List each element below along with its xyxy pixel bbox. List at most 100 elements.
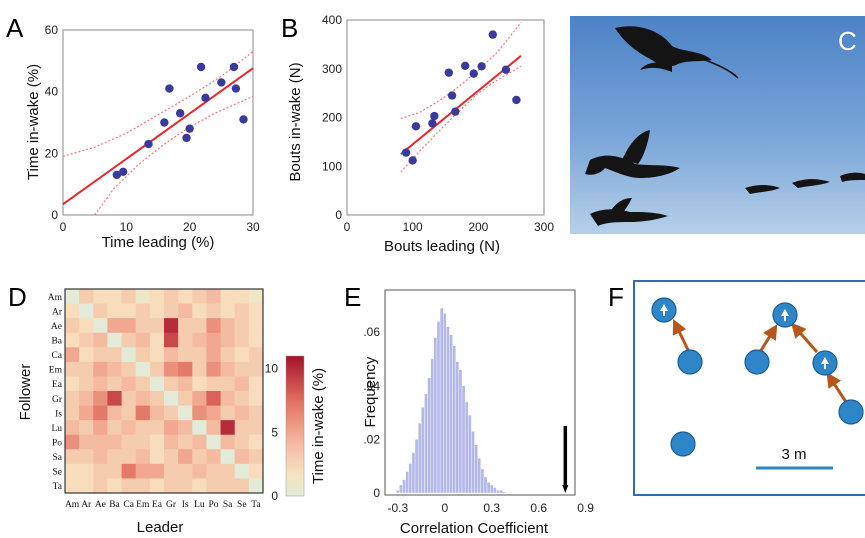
- panel-letter-f: F: [608, 282, 624, 312]
- heatmap-cell: [93, 332, 108, 348]
- heatmap-cell: [206, 420, 221, 436]
- heatmap-cell: [121, 434, 137, 450]
- heatmap-cell: [192, 420, 207, 436]
- heatmap-cell: [220, 347, 236, 363]
- data-point: [411, 122, 421, 131]
- heatmap-cells: [65, 289, 264, 494]
- histogram-bar: [468, 415, 472, 494]
- heatmap-cell: [164, 318, 179, 334]
- histogram-bar: [427, 377, 431, 494]
- histogram-bar: [402, 479, 406, 494]
- histogram-bar: [396, 490, 400, 494]
- heatmap-cell: [234, 449, 250, 465]
- panel-letter-b: B: [281, 13, 298, 43]
- heatmap-cell: [178, 318, 193, 334]
- heatmap-cell: [248, 434, 264, 450]
- heatmap-cell: [234, 361, 250, 377]
- scatter-panel-a: A 0 10 20 30 0 20 40 60 Time leading (%) Time …: [6, 13, 260, 251]
- heatmap-cell: [79, 347, 94, 363]
- data-point: [408, 156, 417, 165]
- follower-label: Is: [55, 409, 62, 419]
- heatmap-cell: [79, 303, 94, 319]
- heatmap-cell: [79, 434, 94, 450]
- histogram-bar: [493, 487, 497, 494]
- heatmap-cell: [206, 478, 221, 494]
- follower-label: Ca: [51, 351, 62, 361]
- histogram-bar: [483, 476, 488, 494]
- follow-arrow: [758, 324, 778, 353]
- points-b: [401, 30, 521, 165]
- plot-frame-e: [384, 289, 576, 496]
- data-point: [488, 30, 497, 39]
- heatmap-cell: [234, 405, 250, 421]
- histogram-bar: [464, 401, 469, 494]
- data-point: [447, 91, 457, 100]
- heatmap-cell: [220, 289, 236, 304]
- x-tick-label: 100: [403, 220, 423, 234]
- heatmap-frame: [64, 288, 264, 494]
- heatmap-cell: [220, 361, 236, 377]
- leader-labels: Am Ar Ae Ba Ca Em Ea Gr Is Lu Po Sa Se Ta: [65, 500, 261, 510]
- heatmap-cell: [206, 391, 221, 406]
- heatmap-cell: [178, 405, 193, 421]
- follower-label: Ba: [51, 337, 62, 347]
- heatmap-cell: [65, 405, 80, 421]
- heatmap-cell: [65, 303, 80, 319]
- heatmap-cell: [234, 391, 250, 406]
- heatmap-cell: [107, 434, 122, 450]
- leader-label: Po: [208, 500, 218, 510]
- heatmap-cell: [164, 303, 179, 319]
- heatmap-cell: [234, 332, 250, 348]
- heatmap-cell: [248, 405, 264, 421]
- heatmap-cell: [93, 289, 108, 304]
- histogram-bar: [480, 468, 485, 494]
- heatmap-cell: [206, 303, 221, 319]
- y-ticks-a: 0 20 40 60: [45, 23, 59, 222]
- heatmap-cell: [164, 420, 179, 436]
- data-point: [231, 84, 241, 93]
- heatmap-cell: [79, 478, 94, 494]
- data-point: [217, 78, 226, 87]
- heatmap-cell: [206, 318, 221, 334]
- leader-label: Sa: [223, 500, 233, 510]
- heatmap-cell: [206, 347, 221, 363]
- y-tick-label: 0: [51, 208, 58, 222]
- heatmap-cell: [178, 420, 193, 436]
- heatmap-cell: [65, 478, 80, 494]
- histogram-bar: [499, 490, 503, 494]
- heatmap-cell: [79, 420, 94, 436]
- histogram-bar: [486, 482, 491, 494]
- heatmap-cell: [107, 420, 122, 436]
- heatmap-cell: [79, 449, 94, 465]
- histogram-bar: [430, 358, 435, 494]
- histogram-bar: [471, 431, 475, 494]
- heading-arrow-icon: [781, 309, 789, 321]
- plot-frame-b: [346, 19, 545, 216]
- confidence-bound: [62, 51, 254, 157]
- ibis-silhouettes: [585, 26, 865, 226]
- x-ticks-a: 0 10 20 30: [60, 220, 260, 234]
- data-point: [430, 111, 439, 121]
- histogram-panel-e: E -0.3 0 0.3 0.6 0.9 0 .02 .04 .06 Correlation …: [344, 282, 594, 537]
- heatmap-cell: [220, 449, 236, 465]
- histogram-bar: [458, 369, 463, 494]
- heatmap-cell: [206, 332, 221, 348]
- heatmap-cell: [164, 449, 179, 465]
- heatmap-cell: [220, 405, 236, 421]
- data-point: [461, 61, 470, 71]
- heatmap-cell: [234, 289, 250, 304]
- heatmap-cell: [135, 361, 151, 377]
- heatmap-cell: [93, 318, 108, 334]
- heatmap-cell: [164, 391, 179, 406]
- histogram-bar: [421, 407, 425, 494]
- colorbar: [285, 355, 305, 497]
- heatmap-cell: [93, 391, 108, 406]
- heatmap-cell: [192, 391, 207, 406]
- heatmap-cell: [135, 405, 151, 421]
- histogram-bar: [455, 361, 460, 494]
- heatmap-cell: [164, 332, 179, 348]
- heatmap-cell: [121, 347, 137, 363]
- y-axis-label-a: Time in-wake (%): [25, 64, 42, 180]
- heatmap-cell: [234, 318, 250, 334]
